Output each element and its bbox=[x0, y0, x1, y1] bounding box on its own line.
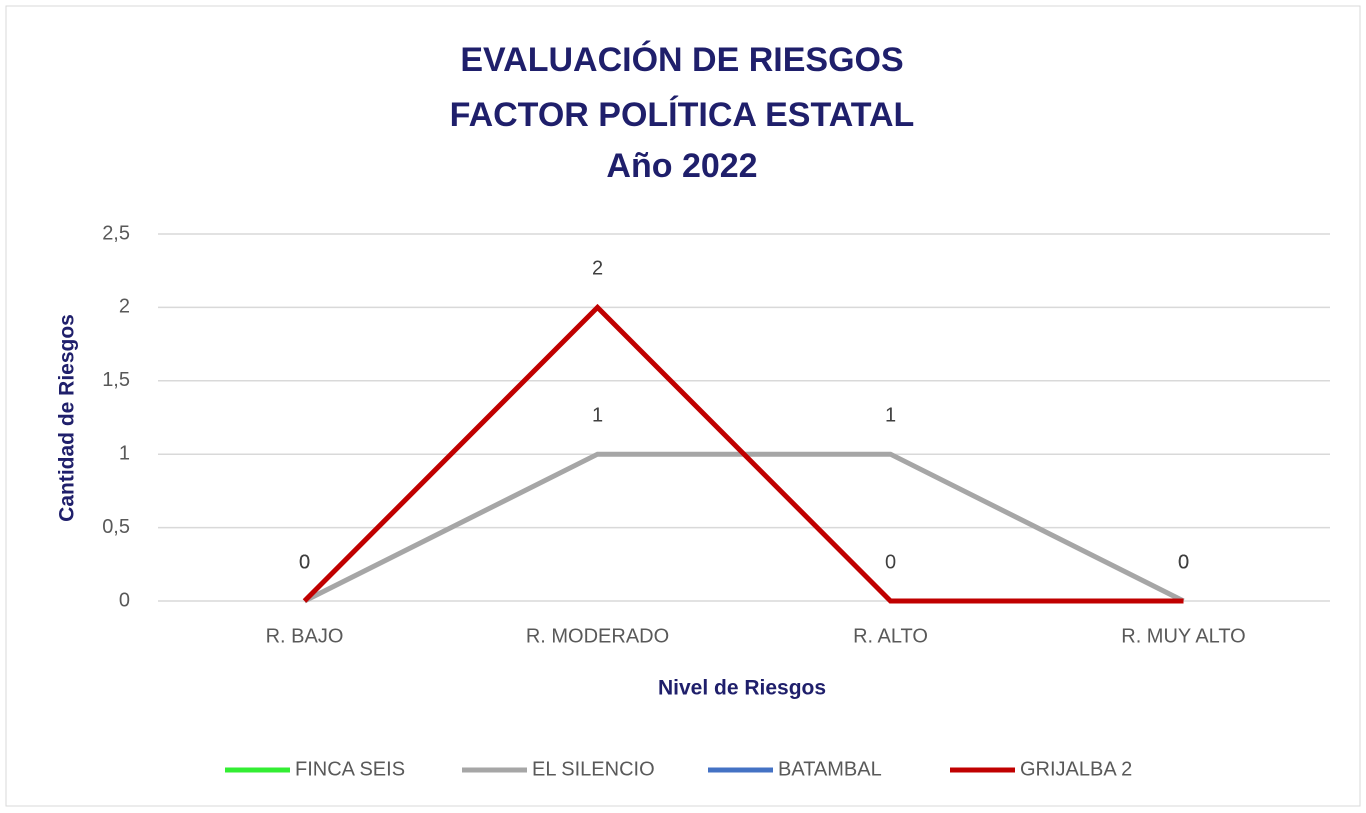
x-tick-label: R. ALTO bbox=[853, 625, 928, 647]
y-tick-label: 0,5 bbox=[102, 516, 130, 538]
chart-border bbox=[5, 5, 1361, 807]
y-tick-label: 0 bbox=[119, 589, 130, 611]
x-axis-title: Nivel de Riesgos bbox=[658, 677, 826, 700]
legend-label: EL SILENCIO bbox=[532, 758, 655, 780]
series-line bbox=[302, 303, 1184, 604]
y-tick-label: 2,5 bbox=[102, 222, 130, 244]
data-label: 0 bbox=[299, 551, 310, 573]
x-tick-label: R. BAJO bbox=[266, 625, 344, 647]
data-label: 0 bbox=[1178, 551, 1189, 573]
data-label: 0 bbox=[299, 551, 310, 573]
chart-title: FACTOR POLÍTICA ESTATAL bbox=[450, 96, 915, 134]
legend-label: FINCA SEIS bbox=[295, 758, 405, 780]
legend-label: BATAMBAL bbox=[778, 758, 882, 780]
legend-label: GRIJALBA 2 bbox=[1020, 758, 1132, 780]
chart-title: Año 2022 bbox=[606, 147, 757, 185]
x-tick-label: R. MUY ALTO bbox=[1121, 625, 1245, 647]
y-tick-label: 2 bbox=[119, 296, 130, 318]
data-label: 0 bbox=[1178, 551, 1189, 573]
data-label: 2 bbox=[592, 258, 603, 280]
data-label: 1 bbox=[592, 404, 603, 426]
data-label: 0 bbox=[885, 551, 896, 573]
data-label: 1 bbox=[885, 404, 896, 426]
y-tick-label: 1,5 bbox=[102, 369, 130, 391]
y-axis-title: Cantidad de Riesgos bbox=[56, 314, 79, 522]
x-tick-label: R. MODERADO bbox=[526, 625, 669, 647]
y-tick-label: 1 bbox=[119, 442, 130, 464]
chart-title: EVALUACIÓN DE RIESGOS bbox=[460, 41, 903, 79]
